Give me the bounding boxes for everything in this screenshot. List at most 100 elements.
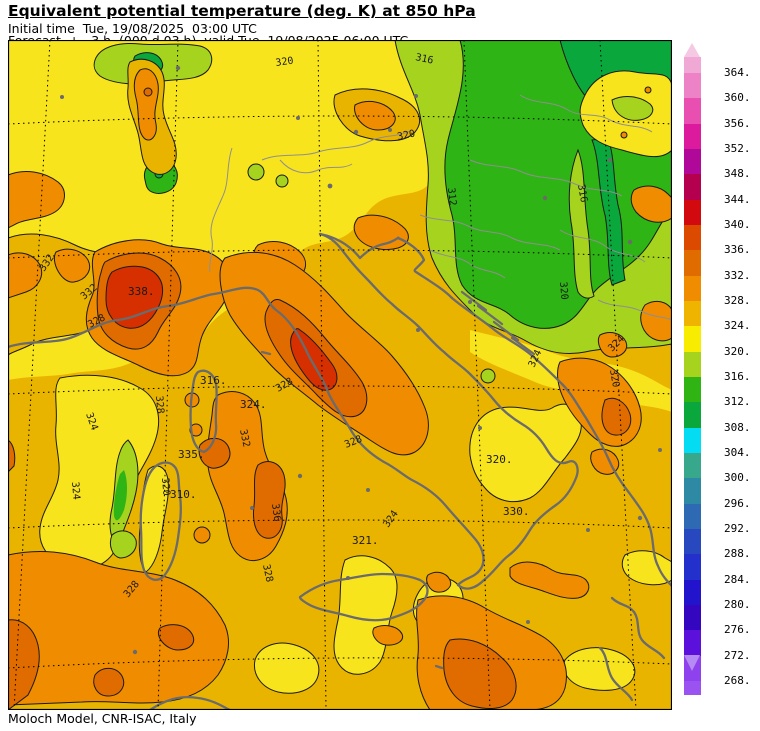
colorbar-tick-label: 348. [724,167,751,181]
colorbar-cell [684,199,701,226]
colorbar-cell [684,630,701,657]
colorbar-tick-label: 352. [724,141,751,155]
extremum-label: 338. [128,285,155,298]
colorbar-tick-label: 288. [724,547,751,561]
colorbar-tick-label: 300. [724,471,751,485]
colorbar-tick-label: 292. [724,521,751,535]
coast-peloponnese [598,646,634,702]
colorbar-cell [684,148,701,175]
colorbar-tick-label: 344. [724,192,751,206]
contour-label: 332 [237,428,252,448]
colorbar-cell [684,680,701,695]
colorbar-cell [684,427,701,454]
colorbar-tick-label: 324. [724,319,751,333]
colorbar-tick-label: 332. [724,268,751,282]
colorbar-tick-label: 276. [724,623,751,637]
theta-e-fill-regions [7,39,673,711]
colorbar-cell [684,579,701,606]
coast-greece-islands [610,596,666,660]
colorbar-tick-label: 304. [724,445,751,459]
coast-tunisia [148,696,232,712]
islands-croatia-4 [510,336,536,356]
colorbar-arrow-top-icon [684,43,700,57]
graticule [7,39,673,711]
colorbar-tick-label: 320. [724,344,751,358]
colorbar-tick-label: 284. [724,572,751,586]
coast-dalmatia [450,296,674,588]
colorbar-cell [684,604,701,631]
map-dots [60,65,662,655]
colorbar-tick-label: 312. [724,395,751,409]
coast-corsica [189,369,218,454]
islands-croatia-2 [476,304,504,326]
contour-label: 312 [445,187,458,206]
extremum-label: 324. [240,398,267,411]
extremum-label: 335. [178,448,205,461]
colorbar-cell [684,123,701,150]
contour-label: 320 [159,477,172,496]
colorbar-cell [684,174,701,201]
island-elba [260,350,272,356]
coast-west-italy [6,286,485,587]
colorbar-cell [684,250,701,277]
colorbar-cell [684,503,701,530]
colorbar-tick-label: 308. [724,420,751,434]
contour-label: 324 [69,481,82,500]
colorbar-cell [684,351,701,378]
map-frame [7,39,673,711]
colorbar-tick-label: 316. [724,369,751,383]
contour-label: 320 [396,128,416,143]
page-title: Equivalent potential temperature (deg. K… [8,2,476,20]
attribution: Moloch Model, CNR-ISAC, Italy [8,711,197,726]
extremum-label: 320. [486,453,513,466]
colorbar-tick-label: 336. [724,243,751,257]
colorbar-cell [684,402,701,429]
colorbar-cell [684,452,701,479]
coastlines [6,232,674,712]
colorbar-tick-label: 272. [724,648,751,662]
colorbar-cell [684,57,701,73]
weather-map: 338. 316. 324. 335. 310. 321. 320. 330. 316 320 32… [6,39,674,712]
coast-sardinia [139,461,182,581]
colorbar-cell [684,300,701,327]
contour-label: 320 [557,281,570,300]
colorbar: 364. 360. 356. 352. 348. 344. 340. 336. 332. 328.… [672,40,760,725]
colorbar-tick-label: 328. [724,293,751,307]
extremum-label: 321. [352,534,379,547]
contour-label: 336 [269,503,282,522]
map-panel: 338. 316. 324. 335. 310. 321. 320. 330. 316 320 32… [6,39,674,712]
colorbar-arrow-bottom-icon [684,655,700,671]
colorbar-cell [684,376,701,403]
colorbar-cell [684,554,701,581]
islands-croatia-3 [492,320,520,342]
coast-venice-istria [318,232,454,300]
extremum-label: 316. [200,374,227,387]
coast-south-adriatic [318,232,579,590]
contour-label: 328 [260,563,275,583]
colorbar-cell [684,528,701,555]
contour-label: 320 [275,56,294,69]
colorbar-tick-label: 268. [724,673,751,687]
colorbar-cell [684,275,701,302]
coast-sicily [298,572,429,622]
colorbar-cell [684,73,701,99]
island-malta [434,664,444,670]
colorbar-cell [684,326,701,353]
colorbar-tick-label: 360. [724,91,751,105]
colorbar-cell [684,224,701,251]
contour-label: 316 [575,184,589,204]
initial-time-line: Initial time Tue, 19/08/2025 03:00 UTC [8,21,257,36]
extremum-label: 330. [503,505,530,518]
colorbar-cell [684,98,701,125]
colorbar-tick-label: 280. [724,597,751,611]
colorbar-tick-label: 364. [724,66,751,79]
extremum-label: 310. [170,488,197,501]
country-borders [209,94,673,321]
contour-label: 316 [414,52,434,67]
contour-label: 320 [607,369,621,389]
colorbar-tick-label: 340. [724,217,751,231]
colorbar-cell [684,478,701,505]
colorbar-tick-label: 356. [724,116,751,130]
colorbar-tick-label: 296. [724,496,751,510]
